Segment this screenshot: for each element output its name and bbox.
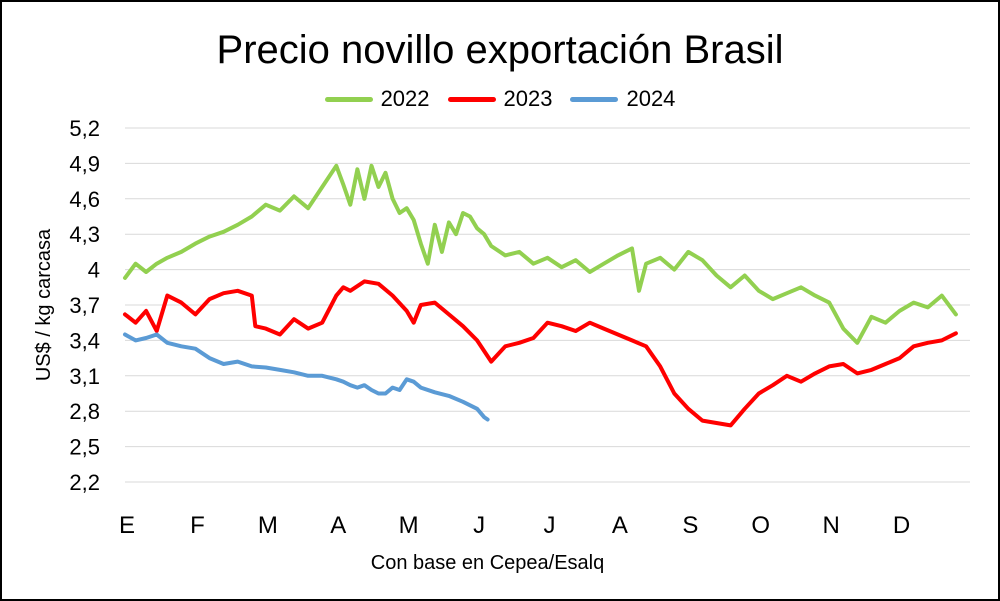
legend-label-2024: 2024: [626, 86, 676, 111]
legend-item-2022: 2022: [324, 86, 430, 112]
x-tick-label: A: [612, 512, 628, 539]
legend-label-2022: 2022: [380, 86, 430, 111]
y-axis-title: US$ / kg carcasa: [33, 228, 55, 381]
legend-swatch-2024: [570, 96, 619, 102]
y-tick-label: 4,3: [69, 222, 100, 247]
x-tick-label: O: [751, 512, 770, 539]
x-tick-label: J: [544, 512, 556, 539]
x-tick-label: M: [399, 512, 419, 539]
y-tick-label: 4: [88, 258, 100, 283]
y-tick-label: 4,9: [69, 151, 100, 176]
legend-label-2023: 2023: [503, 86, 553, 111]
legend-item-2023: 2023: [447, 86, 553, 112]
y-tick-label: 3,1: [69, 364, 100, 389]
series-line-2022: [123, 163, 958, 345]
y-tick-label: 3,7: [69, 293, 100, 318]
y-tick-label: 5,2: [69, 116, 100, 141]
x-tick-label: D: [893, 512, 910, 539]
legend-swatch-2023: [447, 96, 496, 102]
y-tick-label: 4,6: [69, 187, 100, 212]
x-tick-label: S: [682, 512, 698, 539]
legend-swatch-2022: [324, 96, 373, 102]
y-tick-label: 3,4: [69, 328, 100, 353]
legend-item-2024: 2024: [570, 86, 675, 112]
x-tick-label: M: [258, 512, 278, 539]
x-tick-label: A: [330, 512, 346, 539]
x-tick-label: N: [822, 512, 839, 539]
series-line-2024: [123, 332, 490, 422]
x-tick-label: F: [190, 512, 205, 539]
chart-title: Precio novillo exportación Brasil: [216, 28, 784, 72]
series-line-2023: [123, 279, 958, 428]
x-tick-label: E: [119, 512, 135, 539]
x-axis-title: Con base en Cepea/Esalq: [371, 552, 605, 574]
y-tick-label: 2,2: [69, 470, 100, 495]
x-tick-label: J: [473, 512, 485, 539]
y-tick-label: 2,8: [69, 399, 100, 424]
legend: 2022 2023 2024: [0, 86, 1000, 112]
y-tick-label: 2,5: [69, 435, 100, 460]
